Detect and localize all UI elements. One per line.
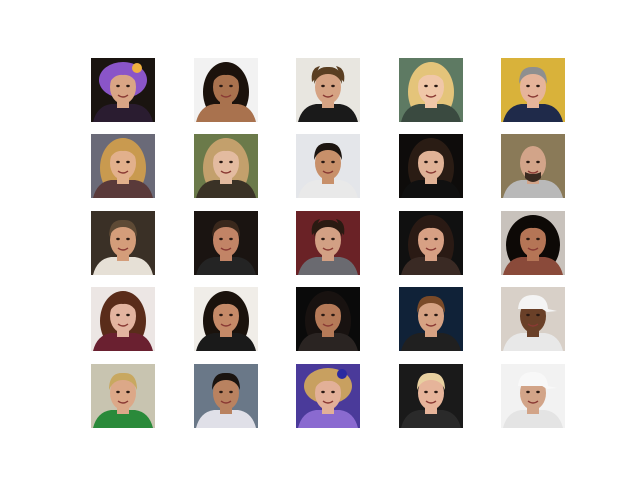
face-photo-r2-c1 [91, 134, 155, 198]
face-photo-image [91, 211, 155, 275]
face-photo-image [501, 58, 565, 122]
face-photo-r3-c4 [399, 211, 463, 275]
face-photo-image [399, 58, 463, 122]
face-photo-r4-c4 [399, 287, 463, 351]
face-photo-image [296, 134, 360, 198]
face-photo-r4-c5 [501, 287, 565, 351]
face-photo-image [91, 364, 155, 428]
face-photo-r4-c3 [296, 287, 360, 351]
face-photo-image [296, 58, 360, 122]
face-photo-r4-c1 [91, 287, 155, 351]
face-photo-r3-c2 [194, 211, 258, 275]
face-photo-r5-c3 [296, 364, 360, 428]
face-photo-image [91, 58, 155, 122]
face-photo-r5-c2 [194, 364, 258, 428]
face-photo-r3-c5 [501, 211, 565, 275]
face-photo-image [194, 211, 258, 275]
face-photo-image [399, 287, 463, 351]
face-photo-image [296, 287, 360, 351]
face-photo-r1-c4 [399, 58, 463, 122]
face-photo-r1-c2 [194, 58, 258, 122]
face-photo-r2-c4 [399, 134, 463, 198]
face-photo-r5-c5 [501, 364, 565, 428]
face-photo-r1-c1 [91, 58, 155, 122]
face-photo-r2-c3 [296, 134, 360, 198]
face-photo-r5-c4 [399, 364, 463, 428]
face-photo-image [399, 134, 463, 198]
face-photo-r5-c1 [91, 364, 155, 428]
face-photo-image [296, 364, 360, 428]
face-photo-image [194, 287, 258, 351]
face-photo-r2-c2 [194, 134, 258, 198]
face-photo-image [399, 211, 463, 275]
face-photo-image [91, 287, 155, 351]
face-photo-r4-c2 [194, 287, 258, 351]
face-photo-image [91, 134, 155, 198]
face-photo-r2-c5 [501, 134, 565, 198]
face-photo-image [296, 211, 360, 275]
face-photo-image [501, 364, 565, 428]
face-photo-r3-c1 [91, 211, 155, 275]
face-photo-image [501, 211, 565, 275]
face-photo-r1-c5 [501, 58, 565, 122]
face-photo-r3-c3 [296, 211, 360, 275]
face-photo-image [194, 364, 258, 428]
face-photo-image [399, 364, 463, 428]
face-photo-image [501, 287, 565, 351]
face-photo-image [501, 134, 565, 198]
face-photo-image [194, 58, 258, 122]
face-photo-r1-c3 [296, 58, 360, 122]
face-photo-image [194, 134, 258, 198]
